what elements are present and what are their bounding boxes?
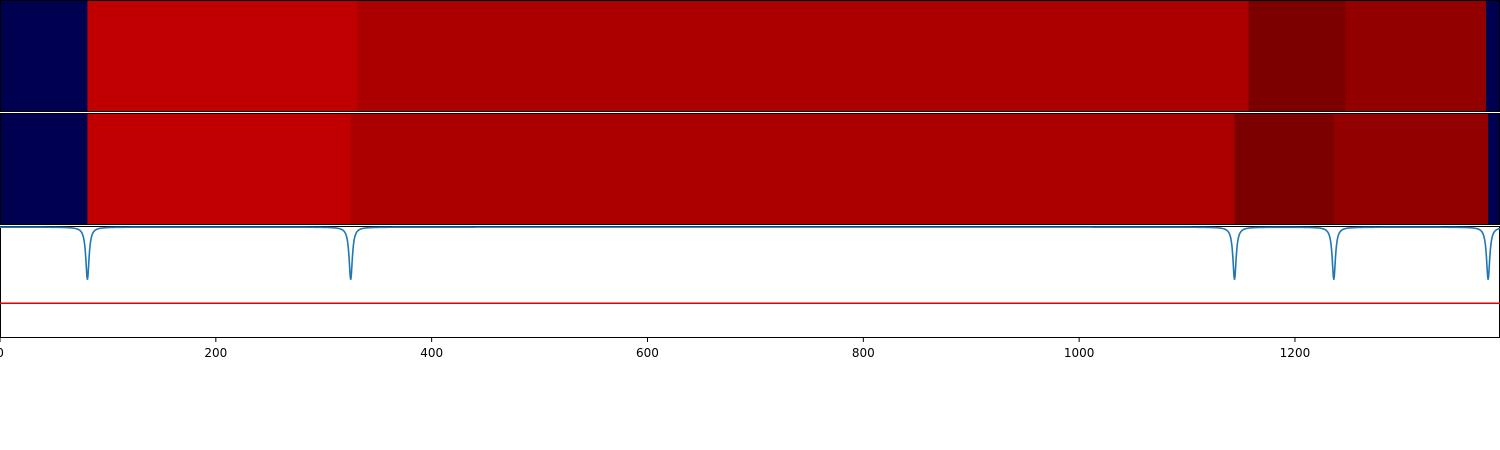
x-tick-label: 1200	[1280, 346, 1311, 360]
heatmap-cell	[1345, 0, 1487, 112]
heatmap-row	[0, 113, 1500, 225]
heatmap-cell	[1234, 113, 1335, 225]
x-tick-label: 200	[204, 346, 227, 360]
x-tick-label: 600	[636, 346, 659, 360]
x-tick-label: 400	[420, 346, 443, 360]
x-tick-label: 1000	[1064, 346, 1095, 360]
heatmap-cell	[1488, 113, 1500, 225]
heatmap-cell	[350, 113, 1236, 225]
heatmap-cell	[0, 113, 88, 225]
heatmap-cell	[87, 113, 352, 225]
series-line	[0, 226, 1500, 280]
heatmap-cell	[1248, 0, 1347, 112]
x-axis: 0 200 400 600 800 1000 1200	[0, 338, 1310, 360]
heatmap-cell	[1485, 0, 1500, 112]
heatmap-cell	[357, 0, 1250, 112]
line-plot	[0, 226, 1500, 338]
plot-frame	[0, 226, 1500, 338]
heatmap	[0, 0, 1500, 225]
heatmap-row	[0, 0, 1500, 112]
heatmap-cell	[0, 0, 88, 112]
heatmap-cell	[87, 0, 358, 112]
x-tick-label: 0	[0, 346, 4, 360]
heatmap-cell	[1333, 113, 1489, 225]
x-tick-label: 800	[852, 346, 875, 360]
